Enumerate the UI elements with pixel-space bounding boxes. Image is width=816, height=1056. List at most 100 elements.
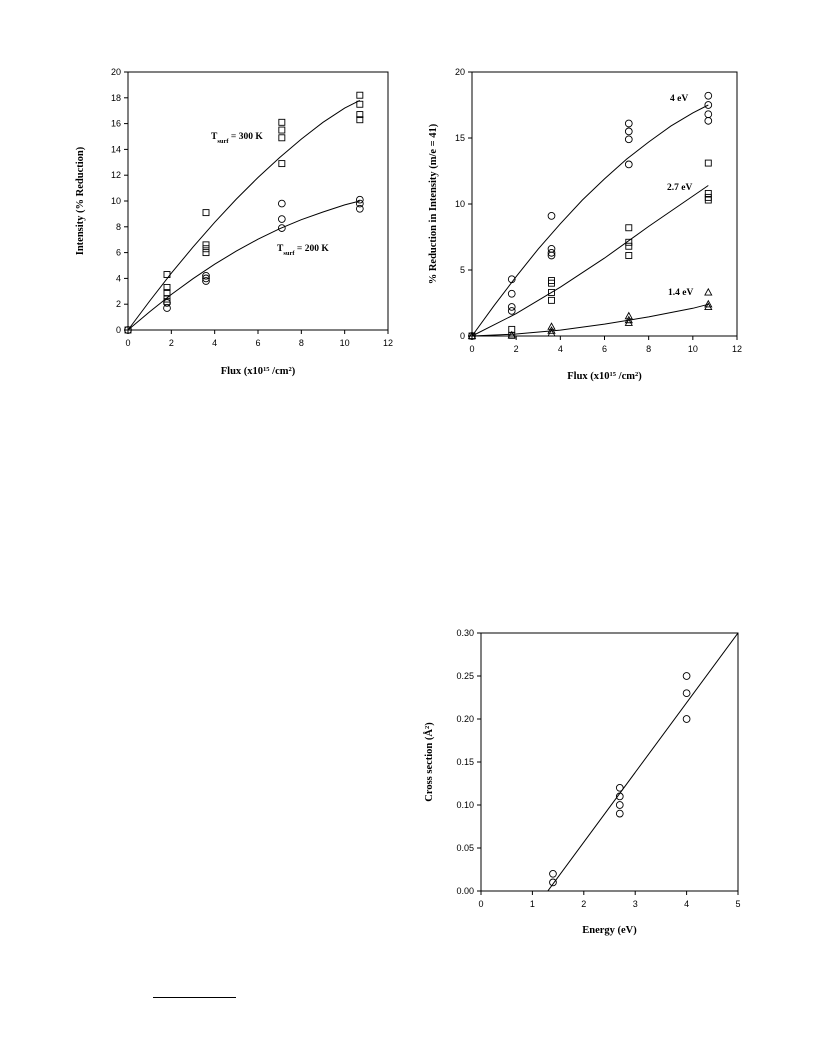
- data-point-square: [202, 249, 210, 257]
- data-point-square: [163, 283, 171, 291]
- fit-curve: [127, 200, 360, 331]
- y-tick-label: 15: [455, 133, 465, 143]
- data-point-circle: [547, 212, 556, 220]
- data-point-square: [278, 134, 286, 142]
- data-point-circle: [163, 304, 171, 312]
- y-tick-label: 10: [455, 199, 465, 209]
- data-point-square: [625, 252, 633, 259]
- x-axis-label-part: 2: [289, 366, 292, 373]
- x-tick-label: 12: [732, 344, 742, 354]
- x-axis-label-part: 2: [635, 371, 638, 378]
- x-tick-label: 4: [212, 338, 217, 348]
- series-annotation-part: = 300 K: [229, 132, 264, 142]
- data-point-square: [202, 241, 210, 249]
- y-tick-label: 6: [116, 248, 121, 258]
- fit-curve: [471, 104, 709, 337]
- x-tick-label: 1: [530, 899, 535, 909]
- series-label: 1.4 eV: [668, 288, 693, 298]
- data-point-triangle: [704, 299, 713, 308]
- data-point-square: [356, 111, 364, 119]
- x-tick-label: 8: [299, 338, 304, 348]
- x-tick-label: 5: [735, 899, 740, 909]
- y-axis-label: Cross section (Å2): [423, 722, 435, 802]
- data-point-circle: [549, 869, 557, 878]
- series-annotation-part: T: [277, 244, 284, 254]
- data-point-triangle: [704, 287, 713, 296]
- y-tick-label: 0.30: [456, 628, 474, 638]
- x-axis-label: Flux (x1015 /cm2): [221, 366, 296, 378]
- x-tick-label: 2: [514, 344, 519, 354]
- data-point-circle: [615, 809, 624, 818]
- x-tick-label: 0: [469, 344, 474, 354]
- y-tick-label: 16: [111, 119, 121, 129]
- data-point-square: [625, 224, 633, 232]
- x-tick-label: 8: [646, 344, 651, 354]
- x-tick-label: 6: [255, 338, 260, 348]
- data-point-square: [704, 189, 712, 197]
- x-axis-label-part: Flux (x10: [221, 366, 263, 377]
- series-triangle: [467, 287, 713, 340]
- data-point-circle: [355, 204, 364, 213]
- series-annotation: Tsurf = 300 K: [211, 132, 263, 145]
- y-tick-label: 5: [460, 265, 465, 275]
- data-point-circle: [202, 271, 210, 280]
- y-tick-label: 0.10: [456, 800, 474, 810]
- data-point-square: [163, 289, 171, 297]
- data-point-circle: [163, 299, 171, 307]
- x-tick-label: 4: [684, 899, 689, 909]
- data-point-circle: [704, 91, 713, 100]
- data-point-circle: [704, 101, 713, 109]
- x-axis-label-part: ): [638, 371, 642, 382]
- x-axis-label-part: 15: [610, 371, 617, 378]
- y-axis-label-part: ): [424, 722, 435, 726]
- data-point-circle: [202, 277, 210, 285]
- y-tick-label: 12: [111, 170, 121, 180]
- x-tick-label: 10: [340, 338, 350, 348]
- x-axis-label-part: Flux (x10: [567, 371, 609, 382]
- data-point-circle: [682, 689, 691, 698]
- data-point-square: [356, 91, 364, 99]
- data-point-triangle: [704, 302, 713, 311]
- fit-curve: [471, 185, 709, 337]
- data-point-circle: [615, 783, 624, 792]
- x-axis-label: Flux (x1015 /cm2): [567, 371, 642, 383]
- y-tick-label: 0: [460, 331, 465, 341]
- x-axis-label-part: /cm: [616, 371, 635, 382]
- y-tick-label: 0.25: [456, 671, 474, 681]
- fit-curve: [471, 303, 709, 337]
- data-point-square: [548, 296, 555, 304]
- data-point-circle: [704, 116, 713, 125]
- data-point-circle: [507, 289, 516, 298]
- data-point-circle: [277, 199, 286, 208]
- data-point-circle: [624, 160, 633, 169]
- x-axis-label-part: /cm: [270, 366, 289, 377]
- data-point-square: [356, 100, 364, 108]
- data-point-triangle: [624, 315, 633, 324]
- y-tick-label: 0: [116, 325, 121, 335]
- y-tick-label: 0.00: [456, 886, 474, 896]
- x-tick-label: 4: [558, 344, 563, 354]
- data-point-circle: [624, 135, 633, 144]
- series-circle: [547, 632, 739, 892]
- fit-curve: [547, 632, 739, 892]
- data-point-square: [625, 238, 633, 246]
- x-tick-label: 0: [478, 899, 483, 909]
- x-axis-label: Energy (eV): [582, 925, 637, 936]
- y-axis-label: Intensity (% Reduction): [75, 146, 86, 255]
- x-tick-label: 0: [125, 338, 130, 348]
- x-tick-label: 2: [581, 899, 586, 909]
- x-tick-label: 2: [169, 338, 174, 348]
- data-point-square: [704, 196, 712, 204]
- data-point-circle: [355, 195, 364, 204]
- data-point-square: [704, 159, 712, 167]
- y-axis-label-part: Cross section (Å: [423, 729, 435, 802]
- y-tick-label: 8: [116, 222, 121, 232]
- data-point-circle: [355, 199, 364, 208]
- y-tick-label: 18: [111, 93, 121, 103]
- y-axis-label-group: Intensity (% Reduction): [75, 146, 86, 255]
- data-point-square: [163, 271, 171, 278]
- data-point-square: [278, 160, 286, 168]
- x-axis-label-part: ): [292, 366, 296, 377]
